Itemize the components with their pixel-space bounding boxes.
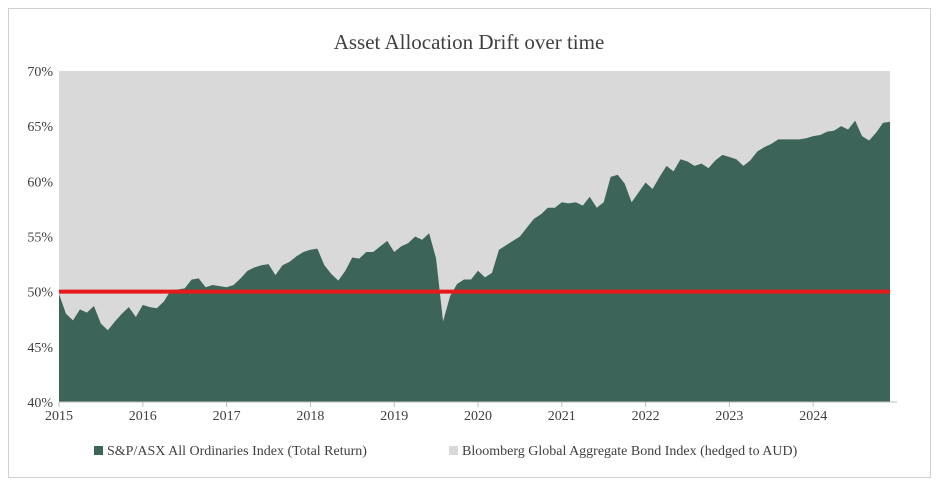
plot-area — [59, 71, 891, 403]
chart-title: Asset Allocation Drift over time — [334, 30, 605, 54]
area-equities — [59, 120, 891, 403]
legend-swatch-equities — [94, 446, 103, 455]
legend-label-equities: S&P/ASX All Ordinaries Index (Total Retu… — [107, 444, 367, 459]
chart-frame: Asset Allocation Drift over time 40% 45% 5… — [8, 8, 931, 478]
x-tick-label: 2017 — [213, 409, 241, 424]
x-tick-label: 2023 — [715, 409, 743, 424]
x-tick-label: 2020 — [464, 409, 492, 424]
y-tick-label: 45% — [27, 341, 53, 356]
y-axis: 40% 45% 50% 55% 60% 65% 70% — [27, 65, 53, 411]
x-tick-label: 2019 — [380, 409, 408, 424]
y-tick-label: 40% — [27, 396, 53, 411]
legend-label-bonds: Bloomberg Global Aggregate Bond Index (h… — [462, 444, 798, 459]
x-tick-label: 2016 — [129, 409, 157, 424]
x-tick-label: 2024 — [799, 409, 827, 424]
y-tick-label: 50% — [27, 286, 53, 301]
x-tick-label: 2015 — [45, 409, 73, 424]
legend-swatch-bonds — [449, 446, 458, 455]
y-tick-label: 55% — [27, 231, 53, 246]
legend: S&P/ASX All Ordinaries Index (Total Retu… — [94, 444, 798, 459]
x-axis: 2015 2016 2017 2018 2019 2020 2021 2022 2023 2024 — [45, 401, 897, 424]
x-tick-label: 2021 — [548, 409, 576, 424]
chart-svg: Asset Allocation Drift over time 40% 45% 5… — [27, 30, 897, 459]
x-tick-label: 2018 — [296, 409, 324, 424]
y-tick-label: 60% — [27, 175, 53, 190]
y-tick-label: 70% — [27, 65, 53, 80]
y-tick-label: 65% — [27, 120, 53, 135]
x-tick-label: 2022 — [632, 409, 660, 424]
